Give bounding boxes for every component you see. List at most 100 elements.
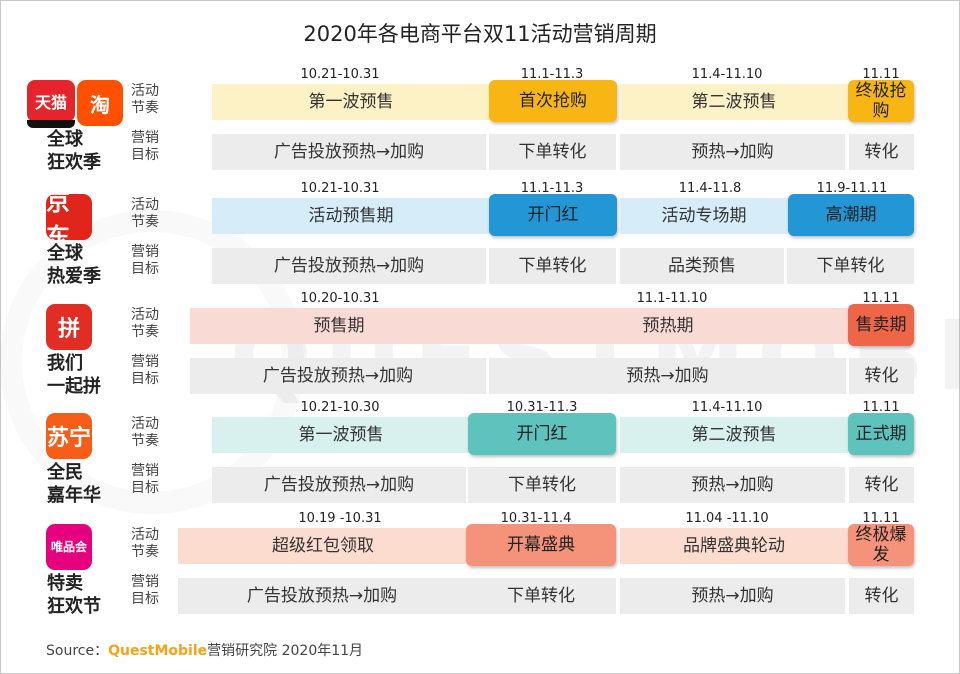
goal-row-label: 营销 目标 [127,244,163,278]
goal-cell: 下单转化 [489,134,616,170]
vip-logo-icon: 唯品会 [46,524,92,570]
rhythm-cell: 活动专场期 [620,198,788,234]
rhythm-cell: 预售期 [190,308,488,344]
rhythm-cell: 首次抢购 [489,80,617,122]
rhythm-cell: 品牌盛典轮动 [620,528,848,564]
rhythm-cell: 开门红 [468,413,616,455]
suning-logo-icon: 苏宁 [46,413,92,459]
period-date: 10.31-11.4 [500,511,572,526]
rhythm-label-line: 节奏 [131,100,159,116]
period-date: 11.1-11.3 [520,67,584,82]
goal-label-line: 营销 [131,244,159,260]
goal-cell: 转化 [849,467,914,503]
goal-label-line: 营销 [131,574,159,590]
rhythm-label-line: 活动 [131,527,159,543]
platform-name: 特卖 狂欢节 [47,572,101,618]
platform-name-line: 一起拼 [47,376,101,397]
rhythm-row-label: 活动 节奏 [127,83,163,117]
rhythm-label-line: 活动 [131,197,159,213]
rhythm-cell: 第二波预售 [620,84,848,120]
goal-row-label: 营销 目标 [127,574,163,608]
period-date: 11.4-11.10 [691,67,763,82]
platform-name-line: 热爱季 [47,266,101,287]
period-date: 10.21-10.30 [300,400,380,415]
platform-name: 全球 狂欢季 [47,128,101,174]
rhythm-cell: 正式期 [848,413,914,455]
rhythm-label-line: 节奏 [131,544,159,560]
rhythm-row-label: 活动 节奏 [127,527,163,561]
source-suffix: 营销研究院 2020年11月 [207,643,364,659]
goal-cell: 下单转化 [466,578,616,614]
rhythm-label-line: 节奏 [131,324,159,340]
rhythm-cell: 开幕盛典 [466,524,616,566]
goal-row-label: 营销 目标 [127,463,163,497]
period-date: 11.9-11.11 [816,181,888,196]
rhythm-row-label: 活动 节奏 [127,197,163,231]
taobao-logo-icon: 淘 [77,80,123,126]
rhythm-label-line: 节奏 [131,433,159,449]
period-date: 10.31-11.3 [506,400,578,415]
period-date: 10.21-10.31 [300,181,380,196]
period-date: 10.20-10.31 [300,291,380,306]
goal-cell: 预热→加购 [620,578,845,614]
rhythm-cell: 终极爆发 [848,524,914,566]
rhythm-label-line: 活动 [131,83,159,99]
platform-name-line: 特卖 [47,573,83,594]
platform-name-line: 狂欢季 [47,152,101,173]
rhythm-cell: 终极抢购 [848,80,914,122]
platform-name-line: 嘉年华 [47,485,101,506]
goal-label-line: 营销 [131,354,159,370]
goal-cell: 转化 [849,134,914,170]
rhythm-cell: 活动预售期 [212,198,490,234]
goal-label-line: 目标 [131,371,159,387]
goal-cell: 广告投放预热→加购 [190,358,486,394]
goal-cell: 品类预售 [620,248,784,284]
goal-cell: 广告投放预热→加购 [212,467,466,503]
rhythm-label-line: 活动 [131,416,159,432]
rhythm-cell: 售卖期 [848,304,914,346]
source-brand: QuestMobile [108,643,208,659]
jd-logo-icon: 京东 [46,188,92,251]
rhythm-cell: 第一波预售 [212,84,490,120]
rhythm-label-line: 节奏 [131,214,159,230]
period-date: 11.11 [862,511,900,526]
goal-cell: 广告投放预热→加购 [212,248,486,284]
goal-label-line: 营销 [131,130,159,146]
period-date: 11.4-11.8 [678,181,742,196]
goal-cell: 预热→加购 [620,467,845,503]
platform-name: 我们 一起拼 [47,352,101,398]
period-date: 11.4-11.10 [691,400,763,415]
source-note: Source：QuestMobile营销研究院 2020年11月 [46,640,363,660]
period-date: 11.1-11.3 [520,181,584,196]
goal-cell: 预热→加购 [489,358,846,394]
source-prefix: Source： [46,643,109,659]
goal-cell: 转化 [849,578,914,614]
platform-name: 全民 嘉年华 [47,461,101,507]
goal-label-line: 目标 [131,591,159,607]
goal-cell: 预热→加购 [620,134,845,170]
rhythm-cell: 开门红 [489,194,617,236]
platform-name-line: 狂欢节 [47,596,101,617]
goal-label-line: 营销 [131,463,159,479]
goal-row-label: 营销 目标 [127,130,163,164]
goal-cell: 广告投放预热→加购 [212,134,486,170]
goal-cell: 下单转化 [787,248,914,284]
platform-name-line: 全球 [47,129,83,150]
goal-cell: 下单转化 [489,248,616,284]
rhythm-row-label: 活动 节奏 [127,416,163,450]
rhythm-cell: 超级红包领取 [178,528,468,564]
chart-title: 2020年各电商平台双11活动营销周期 [303,22,657,46]
platform-name: 全球 热爱季 [47,242,101,288]
platform-name-line: 全球 [47,243,83,264]
period-date: 10.21-10.31 [300,67,380,82]
period-date: 11.11 [862,67,900,82]
goal-label-line: 目标 [131,261,159,277]
goal-cell: 广告投放预热→加购 [178,578,466,614]
rhythm-cell: 第一波预售 [212,417,470,453]
goal-row-label: 营销 目标 [127,354,163,388]
goal-label-line: 目标 [131,147,159,163]
period-date: 10.19 -10.31 [298,511,382,526]
period-date: 11.04 -11.10 [685,511,769,526]
rhythm-cell: 预热期 [488,308,848,344]
goal-cell: 转化 [849,358,914,394]
